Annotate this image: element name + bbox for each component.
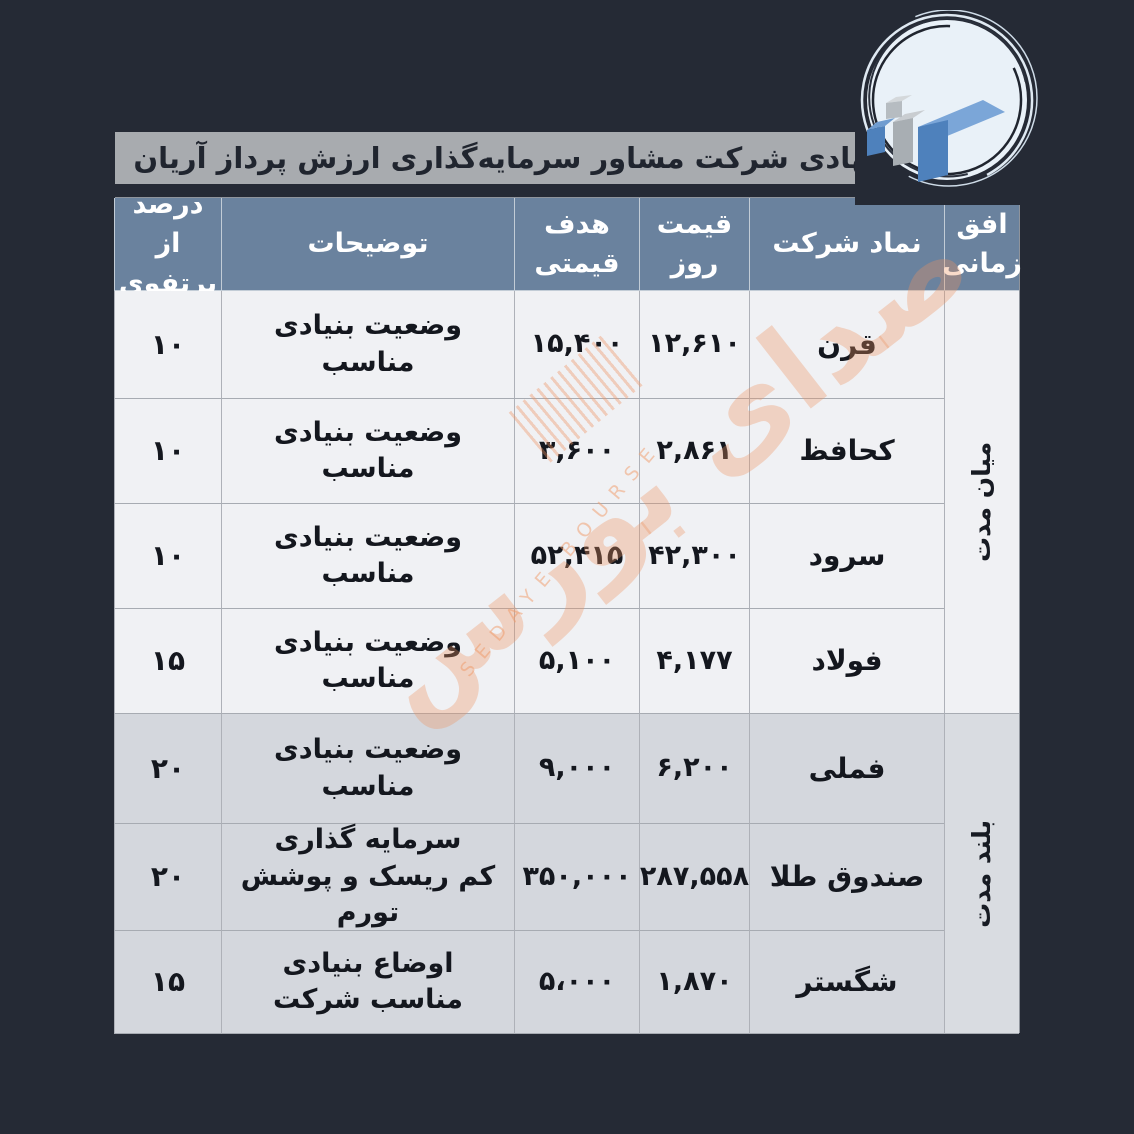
note-line-2: مناسب شرکت <box>272 984 464 1015</box>
column-header-horizon: افق زمانی <box>942 198 1022 291</box>
note-line-1: وضعیت بنیادی مناسب <box>273 310 463 378</box>
table-row-day-price: ۶,۲۰۰ <box>639 714 749 824</box>
table-row-day-price: ۲,۸۶۱ <box>639 399 749 504</box>
table-row-symbol: سرود <box>749 504 944 609</box>
table-row-percent: ۲۰ <box>114 824 221 931</box>
table-row-note: وضعیت بنیادی مناسب <box>221 291 514 399</box>
table-row-day-price: ۱۲,۶۱۰ <box>639 291 749 399</box>
company-logo <box>855 9 1050 205</box>
table-row-symbol: شگستر <box>749 931 944 1034</box>
table-row-target-price: ۵،۰۰۰ <box>514 931 639 1034</box>
note-line-1: اوضاع بنیادی <box>282 947 454 979</box>
table-row-day-price: ۴,۱۷۷ <box>639 609 749 714</box>
table-row-note: سرمایه گذاری کم ریسک و پوشش تورم <box>221 824 514 931</box>
table-row-target-price: ۹,۰۰۰ <box>514 714 639 824</box>
column-header-day-price: قیمت روز <box>639 198 749 291</box>
horizon-long-term-label: بلند مدت <box>967 819 997 928</box>
table-row-note: وضعیت بنیادی مناسب <box>221 504 514 609</box>
table-row-symbol: قرن <box>749 291 944 399</box>
table-row-percent: ۲۰ <box>114 714 221 824</box>
horizon-mid-term-cell: میان مدت <box>944 291 1019 714</box>
table-row-target-price: ۳۵۰,۰۰۰ <box>514 824 639 931</box>
table-row-symbol: صندوق طلا <box>749 824 944 931</box>
table-row-percent: ۱۰ <box>114 399 221 504</box>
column-header-target-price: هدف قیمتی <box>514 198 639 291</box>
horizon-long-term-cell: بلند مدت <box>944 714 1019 1034</box>
column-header-notes: توضیحات <box>221 198 514 291</box>
note-line-1: وضعیت بنیادی مناسب <box>273 626 463 694</box>
column-header-symbol: نماد شرکت <box>749 198 944 291</box>
table-row-percent: ۱۰ <box>114 504 221 609</box>
column-header-percent: درصد از پرتفوی <box>114 189 221 299</box>
table-row-target-price: ۱۵,۴۰۰ <box>514 291 639 399</box>
table-row-note: وضعیت بنیادی مناسب <box>221 714 514 824</box>
table-row-target-price: ۳,۶۰۰ <box>514 399 639 504</box>
table-row-day-price: ۱,۸۷۰ <box>639 931 749 1034</box>
table-row-target-price: ۵۲,۴۱۵ <box>514 504 639 609</box>
table-row-percent: ۱۵ <box>114 609 221 714</box>
note-line-1: وضعیت بنیادی مناسب <box>273 416 463 484</box>
note-line-2: کم ریسک و پوشش تورم <box>240 860 496 929</box>
logo-blocks <box>867 95 1005 182</box>
table-row-day-price: ۲۸۷,۵۵۸ <box>639 824 749 931</box>
note-line-1: سرمایه گذاری <box>274 824 462 856</box>
table-row-note: وضعیت بنیادی مناسب <box>221 609 514 714</box>
arian-cubes-logo-icon <box>860 9 1038 187</box>
table-row-symbol: فولاد <box>749 609 944 714</box>
horizon-mid-term-label: میان مدت <box>967 441 997 563</box>
table-row-note: وضعیت بنیادی مناسب <box>221 399 514 504</box>
note-line-1: وضعیت بنیادی مناسب <box>273 521 463 589</box>
table-row-symbol: فملی <box>749 714 944 824</box>
table-row-note: اوضاع بنیادی مناسب شرکت <box>221 931 514 1034</box>
table-row-day-price: ۴۲,۳۰۰ <box>639 504 749 609</box>
table-row-percent: ۱۰ <box>114 291 221 399</box>
table-row-symbol: کحافظ <box>749 399 944 504</box>
table-row-target-price: ۵,۱۰۰ <box>514 609 639 714</box>
note-line-1: وضعیت بنیادی مناسب <box>273 734 463 802</box>
portfolio-table: افق زمانی نماد شرکت قیمت روز هدف قیمتی ت… <box>114 189 1022 1034</box>
table-row-percent: ۱۵ <box>114 931 221 1034</box>
